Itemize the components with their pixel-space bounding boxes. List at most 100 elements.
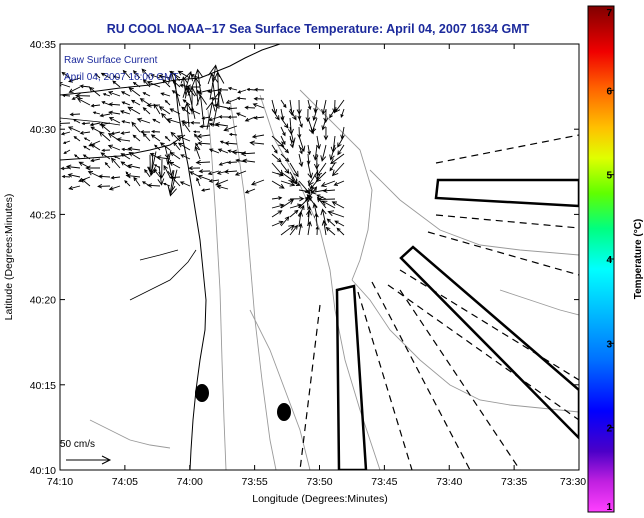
x-tick-label: 74:10: [47, 476, 73, 488]
current-vector: [158, 159, 166, 179]
current-vector: [69, 112, 81, 117]
current-vector: [162, 79, 171, 88]
bathymetry-contours: [89, 89, 579, 470]
current-vector: [322, 188, 336, 193]
current-vector: [108, 185, 121, 191]
current-vector: [323, 126, 329, 141]
current-vector: [166, 117, 181, 124]
current-vector: [315, 171, 327, 183]
radar-coverage-wedges: [335, 178, 579, 470]
colorbar-tick-label: 1: [606, 502, 612, 513]
current-vector: [307, 144, 312, 156]
current-vector: [60, 131, 71, 136]
current-vector: [169, 161, 181, 169]
current-vector: [271, 180, 285, 189]
current-vector: [180, 76, 188, 97]
current-vector: [119, 110, 131, 115]
current-vector: [225, 98, 238, 104]
current-vector: [308, 171, 318, 187]
current-vector: [310, 117, 318, 134]
current-vector: [320, 144, 327, 162]
current-vector: [133, 176, 141, 187]
x-tick-label: 73:40: [436, 476, 462, 488]
current-vector: [214, 122, 229, 127]
current-vector: [142, 92, 151, 97]
y-tick-label: 40:20: [30, 295, 56, 307]
current-vector: [60, 104, 61, 105]
current-vector: [195, 142, 201, 151]
current-vector: [60, 141, 61, 142]
current-vector: [236, 96, 247, 101]
current-vector: [164, 99, 171, 106]
current-vector: [331, 201, 345, 209]
current-vector: [101, 101, 111, 106]
current-vector: [67, 173, 81, 178]
current-vector: [306, 153, 311, 165]
current-vector: [125, 173, 141, 179]
current-vector: [184, 86, 196, 119]
current-vector: [289, 209, 299, 218]
current-vector: [271, 203, 285, 209]
current-vector: [306, 209, 312, 227]
current-vector: [169, 108, 181, 115]
current-vector: [60, 176, 61, 177]
y-axis-label: Latitude (Degrees:Minutes): [3, 194, 15, 321]
current-vector: [88, 86, 101, 97]
x-tick-label: 73:30: [560, 476, 586, 488]
current-vector: [78, 176, 91, 183]
current-vector: [79, 84, 91, 89]
current-vector: [68, 185, 81, 191]
current-vector: [100, 72, 111, 79]
current-vector: [207, 72, 219, 105]
current-vector: [146, 103, 161, 108]
current-vector: [326, 218, 336, 227]
current-vector: [249, 140, 265, 146]
current-vector: [68, 86, 81, 93]
current-vector: [148, 151, 157, 177]
colorbar-tick-label: 3: [606, 339, 612, 350]
current-vector: [76, 98, 91, 106]
current-vector: [81, 121, 91, 126]
current-vector: [176, 135, 191, 142]
current-vector: [139, 98, 151, 106]
current-vector: [207, 170, 220, 176]
current-vector: [289, 203, 303, 209]
current-vector: [271, 108, 280, 121]
current-vector: [146, 80, 161, 88]
current-vector: [280, 135, 286, 146]
current-vector: [306, 193, 318, 209]
current-vector: [321, 219, 328, 236]
current-vector: [181, 106, 191, 115]
current-vector: [271, 196, 283, 200]
x-axis-label: Longitude (Degrees:Minutes): [252, 493, 387, 505]
current-vector: [289, 135, 295, 149]
current-vector: [271, 220, 284, 227]
current-vector: [89, 122, 101, 127]
current-vector: [289, 224, 299, 236]
current-vector: [227, 115, 238, 119]
current-vector: [242, 158, 256, 164]
current-vector: [74, 154, 81, 160]
current-vector: [121, 147, 131, 152]
current-vector: [280, 153, 290, 163]
current-vector: [177, 142, 191, 151]
current-vector: [122, 69, 131, 79]
current-vector: [60, 87, 61, 88]
current-vector: [244, 105, 256, 110]
current-vector: [113, 155, 121, 160]
current-vector: [307, 162, 314, 179]
current-vector: [317, 196, 336, 203]
current-vector: [98, 174, 111, 179]
current-vector: [253, 87, 265, 92]
current-vector: [130, 99, 141, 106]
current-vector: [132, 70, 141, 79]
colorbar-ticks: 1 2 3 4 5 6 7: [606, 5, 614, 513]
current-vector: [196, 94, 207, 127]
current-vector: [67, 126, 81, 133]
current-vector: [153, 103, 161, 115]
current-vector: [120, 131, 131, 135]
current-vector: [240, 151, 256, 157]
current-vector: [60, 78, 61, 79]
current-vector: [183, 102, 192, 128]
current-vector: [193, 133, 201, 142]
